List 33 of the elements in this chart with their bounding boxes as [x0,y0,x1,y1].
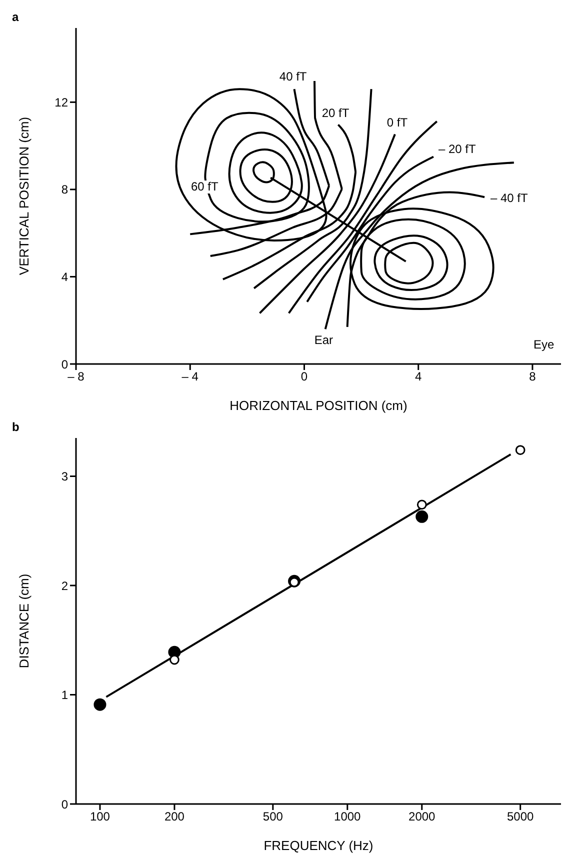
y-tick-label: 1 [61,688,68,702]
x-tick-label: 1000 [334,810,362,824]
y-tick-label: 0 [61,357,68,372]
x-tick-label: 200 [164,810,185,824]
x-tick-label: 0 [300,370,308,384]
x-tick-label: 100 [90,810,110,824]
annotation: – 20 fT [438,142,476,156]
annotation: Ear [314,332,334,347]
annotation: 40 fT [279,69,308,84]
y-axis-title: DISTANCE (cm) [16,574,32,668]
text: a [12,10,19,24]
x-axis-title: HORIZONTAL POSITION (cm) [230,398,408,413]
x-tick-label: – 4 [182,370,199,384]
y-tick-label: 8 [61,182,68,197]
x-axis-title: FREQUENCY (Hz) [264,838,374,853]
y-tick-label: 3 [61,470,68,484]
x-tick-label: 5000 [506,810,534,824]
x-tick-label: 8 [529,370,536,384]
annotation: – 40 fT [490,190,529,205]
x-tick-label: 4 [415,370,422,384]
y-axis-title: VERTICAL POSITION (cm) [16,116,32,276]
x-tick-label: 500 [262,810,284,824]
y-tick-label: 0 [61,797,68,812]
y-tick-label: 4 [61,270,68,284]
x-tick-label: – 8 [68,370,85,384]
annotation: Eye [534,338,554,352]
x-tick-label: 2000 [408,810,436,824]
y-tick-label: 12 [54,95,68,110]
annotation: 0 fT [386,115,408,130]
text: b [12,420,20,434]
annotation: 60 fT [190,179,218,194]
annotation: 20 fT [322,106,350,120]
y-tick-label: 2 [61,578,68,593]
